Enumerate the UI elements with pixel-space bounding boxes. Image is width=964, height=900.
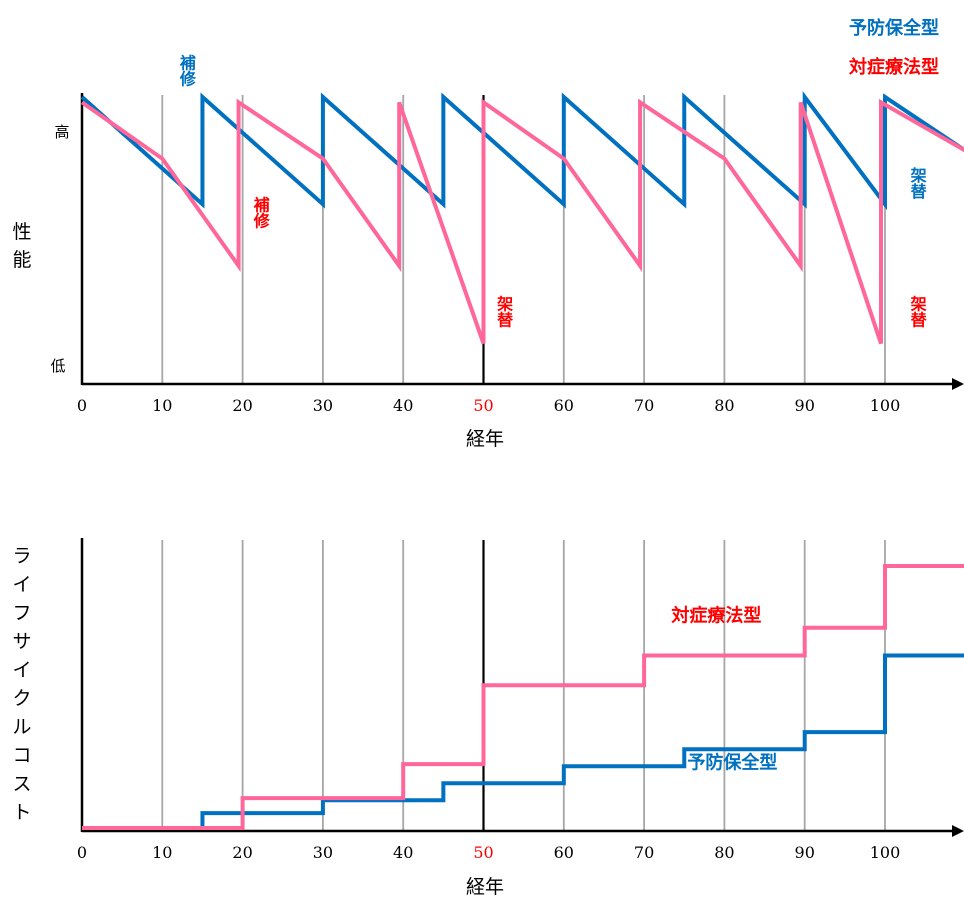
series-line-reactive bbox=[82, 564, 964, 830]
x-tick-label: 10 bbox=[152, 396, 172, 415]
x-tick-label: 90 bbox=[795, 843, 815, 862]
x-tick-label: 80 bbox=[714, 396, 734, 415]
legend-entry-reactive: 対症療法型 bbox=[848, 56, 939, 78]
x-tick-label: 60 bbox=[554, 396, 574, 415]
cost-x-ticks: 0 10 20 30 40 50 60 70 80 90 100 bbox=[77, 843, 900, 862]
series-label: 対症療法型 bbox=[670, 604, 761, 626]
x-tick-label: 0 bbox=[77, 843, 87, 862]
performance-x-label: 経年 bbox=[466, 428, 504, 450]
x-tick-label: 0 bbox=[77, 396, 87, 415]
cost-series bbox=[82, 564, 964, 830]
x-tick-label: 30 bbox=[313, 843, 333, 862]
x-tick-label: 70 bbox=[634, 843, 654, 862]
cost-y-label: ライフサイクルコスト bbox=[12, 545, 31, 824]
series-line-preventive bbox=[82, 653, 964, 830]
performance-y-label: 性能 bbox=[12, 221, 31, 271]
cost-x-label: 経年 bbox=[466, 876, 504, 898]
x-tick-label: 40 bbox=[393, 843, 413, 862]
performance-grid bbox=[161, 95, 886, 384]
annotation-label: 架替 bbox=[494, 294, 514, 328]
lifecycle-cost-chart: 0 10 20 30 40 50 60 70 80 90 100 予防保全型 対症療法型 ライフサイク… bbox=[12, 538, 964, 898]
x-tick-label: 20 bbox=[232, 396, 252, 415]
performance-axes bbox=[80, 93, 964, 390]
x-tick-label: 100 bbox=[870, 396, 901, 415]
performance-x-ticks: 0 10 20 30 40 50 60 70 80 90 100 bbox=[77, 396, 900, 415]
performance-series bbox=[80, 90, 964, 345]
cost-axes bbox=[80, 538, 964, 837]
series-line-reactive bbox=[80, 98, 964, 345]
x-tick-label: 20 bbox=[232, 843, 252, 862]
annotation-label: 補修 bbox=[251, 195, 271, 229]
x-tick-label: 50 bbox=[473, 843, 493, 862]
x-tick-label: 90 bbox=[795, 396, 815, 415]
legend-entry-preventive: 予防保全型 bbox=[849, 17, 939, 39]
x-tick-label: 40 bbox=[393, 396, 413, 415]
performance-y-high-label: 高 bbox=[54, 123, 69, 141]
series-line-preventive bbox=[80, 90, 964, 211]
x-tick-label: 10 bbox=[152, 843, 172, 862]
x-tick-label: 50 bbox=[473, 396, 493, 415]
annotation-label: 補修 bbox=[177, 53, 197, 87]
legend: 予防保全型 対症療法型 bbox=[848, 17, 939, 78]
x-tick-label: 60 bbox=[554, 843, 574, 862]
x-tick-label: 30 bbox=[313, 396, 333, 415]
cost-series-labels: 予防保全型 対症療法型 bbox=[670, 604, 777, 773]
x-tick-label: 70 bbox=[634, 396, 654, 415]
x-tick-label: 100 bbox=[870, 843, 901, 862]
annotation-label: 架替 bbox=[908, 166, 928, 200]
x-axis-arrow bbox=[952, 378, 964, 390]
annotation-label: 架替 bbox=[908, 294, 928, 328]
x-axis-arrow bbox=[952, 825, 964, 837]
performance-y-low-label: 低 bbox=[50, 357, 65, 375]
x-tick-label: 80 bbox=[714, 843, 734, 862]
series-label: 予防保全型 bbox=[687, 751, 777, 773]
